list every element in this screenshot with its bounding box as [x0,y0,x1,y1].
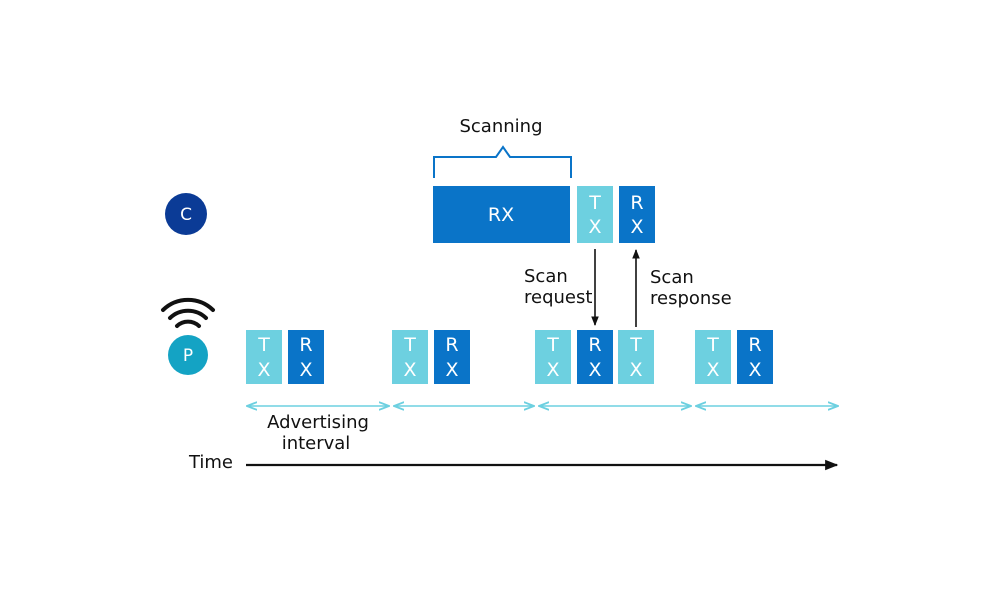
central-rx-top-letter: R [630,192,643,214]
adv3-tx-top: T [546,334,559,356]
adv1-rx-bottom: X [299,359,312,381]
adv4-tx-bottom: X [706,359,719,381]
adv1-tx-bottom: X [257,359,270,381]
scan-response-label-line2: response [650,288,732,309]
adv4-rx-bottom: X [748,359,761,381]
adv2-rx-top: R [445,334,458,356]
adv1-rx-box [288,330,324,384]
central-rx-window-label: RX [488,204,514,226]
advertising-interval-label-line2: interval [282,433,351,454]
adv2-tx-bottom: X [403,359,416,381]
scanning-bracket [433,145,572,178]
central-tx-top-letter: T [588,192,601,214]
advertising-event-1: T X R X [246,330,324,384]
scanning-label: Scanning [459,116,542,137]
peripheral-node: P [168,335,208,375]
advertising-event-3: T X R X T X [535,330,654,384]
adv1-tx-top: T [257,334,270,356]
central-tx-box: T X [577,186,613,243]
scan-request-label-line2: request [524,287,592,308]
adv3-tx2-bottom: X [629,359,642,381]
adv1-tx-box [246,330,282,384]
adv2-tx-top: T [403,334,416,356]
adv2-rx-bottom: X [445,359,458,381]
adv4-rx-box [737,330,773,384]
central-rx-window: RX [433,186,570,243]
central-tx-bottom-letter: X [588,216,601,238]
adv3-scan-response-tx-box [618,330,654,384]
adv2-tx-box [392,330,428,384]
adv2-rx-box [434,330,470,384]
advertising-interval-label-line1: Advertising [267,412,369,433]
adv3-rx-top: R [588,334,601,356]
scan-request-label-line1: Scan [524,266,568,287]
advertising-event-4: T X R X [695,330,773,384]
adv3-rx-box [577,330,613,384]
central-rx-bottom-letter: X [630,216,643,238]
peripheral-node-label: P [183,346,193,366]
central-node-label: C [180,205,192,225]
central-rx-box: R X [619,186,655,243]
adv3-rx-bottom: X [588,359,601,381]
adv4-tx-box [695,330,731,384]
advertising-event-2: T X R X [392,330,470,384]
adv3-tx2-top: T [629,334,642,356]
central-node: C [165,193,207,235]
adv3-tx-box [535,330,571,384]
adv1-rx-top: R [299,334,312,356]
wireless-signal-icon [161,297,215,328]
time-axis-label: Time [188,452,233,473]
adv3-tx-bottom: X [546,359,559,381]
adv4-tx-top: T [706,334,719,356]
scan-response-label-line1: Scan [650,267,694,288]
adv4-rx-top: R [748,334,761,356]
